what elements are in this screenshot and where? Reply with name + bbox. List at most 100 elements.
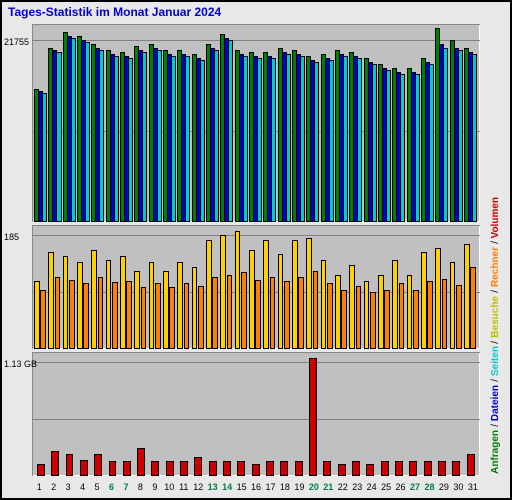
x-tick: 16 [249, 482, 263, 492]
bar [126, 281, 132, 349]
day-column [421, 24, 435, 222]
bar [206, 240, 212, 349]
legend-separator: / [490, 241, 501, 244]
bar [149, 262, 155, 349]
chart-title: Tages-Statistik im Monat Januar 2024 [8, 5, 221, 19]
bar [450, 262, 456, 349]
bar [435, 248, 441, 350]
day-column [292, 225, 306, 349]
bar [413, 290, 419, 349]
bar [155, 283, 161, 349]
day-column [407, 24, 421, 222]
legend-item: Besuche [490, 296, 501, 338]
day-column [220, 225, 234, 349]
bars-container [32, 225, 480, 349]
day-column [421, 352, 435, 476]
day-column [364, 352, 378, 476]
bar [157, 50, 162, 222]
bar [34, 281, 40, 349]
day-column [120, 225, 134, 349]
bar [415, 74, 420, 223]
day-column [206, 24, 220, 222]
bar [338, 464, 346, 476]
x-tick: 6 [104, 482, 118, 492]
day-column [392, 352, 406, 476]
x-tick: 11 [177, 482, 191, 492]
bar [142, 52, 147, 222]
bar [309, 358, 317, 476]
panel-mid [32, 225, 480, 349]
day-column [278, 225, 292, 349]
x-tick: 20 [307, 482, 321, 492]
bar [228, 40, 233, 222]
bar [263, 240, 269, 349]
bar [37, 464, 45, 476]
bar [114, 56, 119, 223]
day-column [321, 352, 335, 476]
day-column [206, 352, 220, 476]
day-column [235, 24, 249, 222]
bar [280, 461, 288, 476]
legend-item: Anfragen [490, 430, 501, 474]
bar [166, 461, 174, 476]
day-column [349, 24, 363, 222]
bar [467, 454, 475, 476]
bar [292, 240, 298, 349]
x-tick: 23 [350, 482, 364, 492]
bar [352, 461, 360, 476]
bar [470, 267, 476, 349]
bar [407, 275, 413, 349]
bar [372, 64, 377, 223]
day-column [306, 352, 320, 476]
x-tick: 9 [148, 482, 162, 492]
bar [200, 60, 205, 223]
x-tick: 30 [451, 482, 465, 492]
bar [194, 457, 202, 476]
x-tick: 28 [422, 482, 436, 492]
bar [98, 277, 104, 349]
day-column [120, 24, 134, 222]
day-column [464, 225, 478, 349]
panel-top [32, 24, 480, 222]
bar [134, 271, 140, 349]
bar [452, 461, 460, 476]
bar [295, 461, 303, 476]
bar [184, 283, 190, 349]
bar [198, 286, 204, 349]
bar [327, 283, 333, 349]
day-column [435, 352, 449, 476]
day-column [34, 24, 48, 222]
bar [300, 56, 305, 223]
day-column [235, 352, 249, 476]
bar [399, 283, 405, 349]
day-column [77, 225, 91, 349]
bar [185, 56, 190, 223]
bar [421, 252, 427, 349]
day-column [450, 352, 464, 476]
day-column [134, 352, 148, 476]
day-column [163, 24, 177, 222]
day-column [206, 225, 220, 349]
x-tick: 29 [437, 482, 451, 492]
bar [42, 93, 47, 222]
bar [313, 271, 319, 349]
x-tick: 21 [321, 482, 335, 492]
bar [270, 277, 276, 349]
x-tick: 7 [119, 482, 133, 492]
legend-item: Rechner [490, 247, 501, 287]
day-column [106, 24, 120, 222]
bar [392, 260, 398, 349]
day-column [292, 24, 306, 222]
legend-item: Seiten [490, 346, 501, 376]
bar [255, 280, 261, 349]
bar [458, 50, 463, 222]
bar [341, 290, 347, 349]
x-axis: 1234567891011121314151617181920212223242… [32, 482, 480, 492]
bar [429, 64, 434, 223]
x-tick: 22 [336, 482, 350, 492]
x-tick: 15 [234, 482, 248, 492]
bar [192, 267, 198, 349]
bar [349, 265, 355, 349]
bar [356, 286, 362, 349]
day-column [421, 225, 435, 349]
